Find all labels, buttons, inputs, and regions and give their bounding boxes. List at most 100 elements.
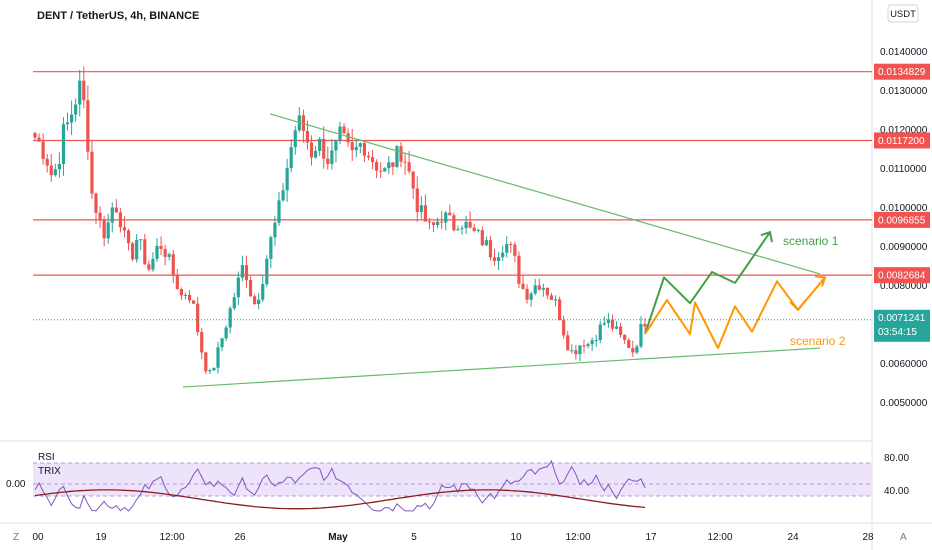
candle-body: [505, 244, 509, 253]
candle-body: [440, 221, 444, 223]
candle-body: [314, 150, 318, 158]
time-tick-label: 19: [95, 532, 107, 543]
candle-body: [318, 138, 322, 151]
candle-body: [431, 222, 436, 226]
candle-body: [391, 162, 395, 167]
candle-body: [395, 146, 399, 167]
candle-body: [78, 80, 82, 105]
candle-body: [171, 254, 175, 275]
candle-body: [94, 193, 98, 213]
candle-body: [448, 212, 452, 216]
level-label: 0.0134829: [878, 67, 926, 78]
candle-body: [224, 327, 228, 339]
price-tick-label: 0.0080000: [880, 281, 928, 292]
price-tick-label: 0.0090000: [880, 242, 928, 253]
candle-body: [139, 239, 143, 241]
current-price-label: 0.0071241: [878, 313, 926, 324]
candle-body: [501, 252, 505, 258]
candle-body: [228, 308, 232, 328]
candle-body: [399, 146, 403, 162]
symbol-title: DENT / TetherUS, 4h, BINANCE: [37, 10, 199, 22]
candle-body: [562, 320, 566, 336]
candle-body: [273, 222, 277, 238]
candle-body: [159, 245, 163, 250]
candle-body: [216, 347, 220, 368]
trix-line: [34, 489, 646, 510]
candle-body: [497, 257, 501, 261]
candle-body: [253, 296, 257, 304]
candle-body: [309, 142, 314, 158]
candle-body: [362, 143, 366, 156]
candle-body: [334, 140, 338, 151]
scenario-2-dip-arrow: [789, 300, 806, 312]
candle-body: [82, 80, 86, 101]
candle-body: [106, 222, 110, 239]
candle-body: [574, 350, 578, 355]
currency-button[interactable]: USDT: [887, 4, 919, 23]
indicator-scale-40: 40.00: [884, 486, 909, 497]
candle-body: [411, 171, 415, 189]
indicator-pane: RSI TRIX 0.00 80.00 40.00: [6, 452, 909, 512]
candle-body: [480, 230, 484, 246]
candle-body: [126, 230, 131, 244]
horizontal-levels: 0.0134829 0.0117200 0.0096855 0.0082684: [33, 63, 930, 284]
candle-body: [257, 299, 261, 304]
candle-body: [45, 158, 49, 166]
candle-body: [379, 170, 383, 172]
candle-body: [464, 221, 468, 229]
scale-button-z[interactable]: Z: [13, 532, 19, 543]
candle-body: [61, 124, 66, 165]
candle-body: [582, 345, 586, 347]
candle-body: [358, 143, 362, 147]
candle-body: [427, 221, 432, 223]
time-tick-label: 17: [645, 532, 657, 543]
candle-body: [403, 161, 407, 163]
candle-body: [566, 335, 570, 351]
candle-body: [623, 334, 627, 341]
candle-body: [602, 322, 606, 325]
price-tick-label: 0.0110000: [880, 164, 927, 175]
candle-body: [131, 243, 135, 260]
candle-body: [102, 220, 106, 239]
candle-body: [436, 221, 440, 226]
candle-body: [553, 299, 558, 301]
candle-body: [476, 230, 480, 232]
scenario-2-path: [644, 276, 826, 350]
candle-body: [57, 164, 61, 170]
candle-body: [383, 168, 387, 172]
countdown-label: 03:54:15: [878, 327, 917, 338]
scenario-2-arrowhead: [814, 275, 827, 287]
candle-body: [53, 169, 57, 176]
scenario-2-label: scenario 2: [790, 334, 846, 348]
candle-body: [183, 294, 188, 296]
candle-body: [643, 324, 647, 327]
candle-body: [594, 340, 598, 342]
candle-body: [639, 324, 643, 347]
candle-body: [90, 151, 94, 194]
price-tick-label: 0.0120000: [880, 125, 928, 136]
candle-body: [513, 244, 517, 256]
support-trendline: [182, 347, 821, 388]
candle-body: [545, 287, 549, 296]
level-label: 0.0117200: [878, 136, 925, 147]
scenario-1-path: [644, 231, 771, 335]
candle-body: [460, 228, 464, 230]
candle-body: [37, 137, 41, 142]
candle-body: [65, 122, 70, 125]
time-tick-label: 28: [862, 532, 874, 543]
candle-body: [33, 132, 37, 138]
scale-button-auto[interactable]: A: [900, 532, 907, 543]
candle-body: [212, 367, 216, 371]
rsi-label: RSI: [38, 452, 55, 463]
candle-body: [261, 284, 265, 300]
candle-body: [529, 293, 533, 300]
candle-body: [118, 212, 122, 228]
price-tick-label: 0.0050000: [880, 398, 928, 409]
level-badge: [874, 211, 930, 228]
candle-body: [541, 287, 545, 290]
candle-body: [281, 190, 285, 201]
scenario-paths: [644, 230, 827, 350]
candle-body: [415, 188, 419, 213]
candle-body: [248, 280, 253, 297]
candle-body: [488, 240, 493, 258]
